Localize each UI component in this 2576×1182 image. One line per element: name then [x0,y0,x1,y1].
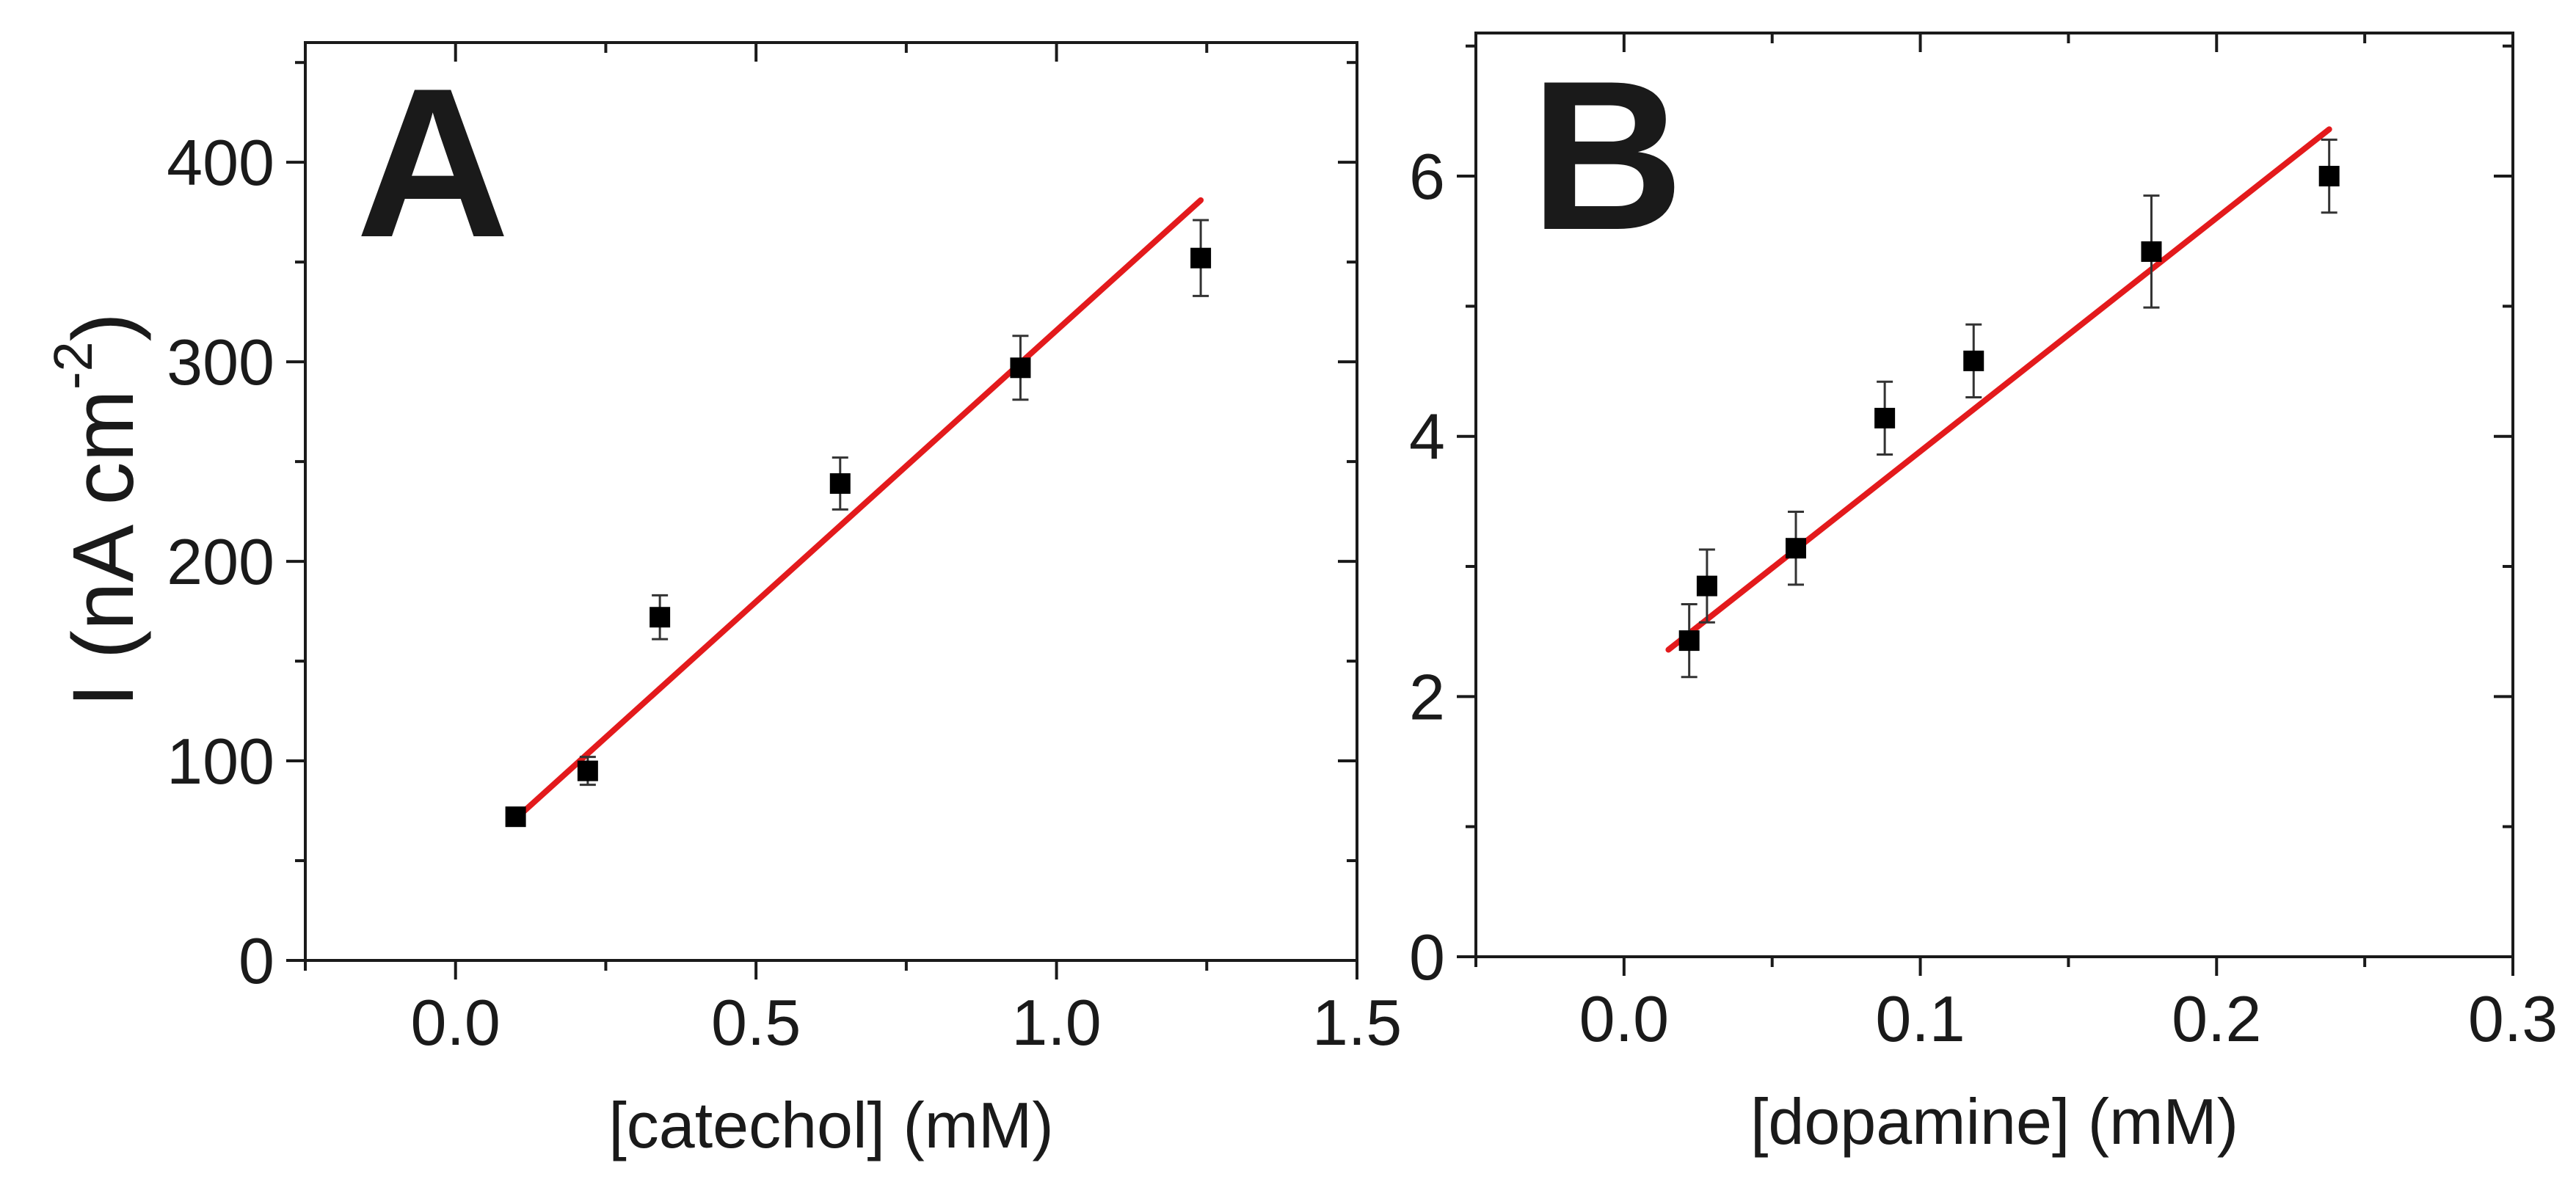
panel-a-fit-line [512,197,1204,822]
panel-a-x-tick-label: 0.5 [711,986,801,1059]
panel-a-data-point [577,760,598,781]
panel-b-data-point [2141,241,2162,262]
panel-a-x-tick-label: 1.0 [1011,986,1101,1059]
ylabel-close: ) [55,313,152,341]
panel-b-xlabel: [dopamine] (mM) [1750,1085,2238,1158]
panel-a-y-tick-label: 100 [167,725,274,798]
panel-b-y-tick-label: 2 [1409,660,1445,733]
panel-a-data-point [650,607,671,628]
panel-a-y-tick-label: 300 [167,326,274,398]
panel-a-x-tick-label: 1.5 [1312,986,1402,1059]
panel-a-data-point [829,473,851,495]
panel-a-data-point [505,806,526,828]
panel-b-x-tick-label: 0.3 [2468,982,2558,1055]
panel-b-fit-line [1665,126,2332,653]
panel-b-data-point [1874,407,1896,428]
panel-b-x-tick-label: 0.1 [1875,982,1965,1055]
panel-b: 0.0 0.1 0.2 0.3 0 2 4 6 [dopamine] (mM) B [1409,32,2558,1158]
panel-b-label: B [1530,37,1684,274]
panel-b-data-point [1696,575,1717,597]
panel-a-xlabel: [catechol] (mM) [608,1089,1053,1161]
panel-a-label: A [356,44,509,282]
panel-b-frame [1474,32,2514,958]
panel-b-data-point [1678,630,1700,652]
panel-a-data-point [1010,357,1031,379]
panel-b-y-tick-label: 6 [1409,140,1445,213]
panel-b-x-tick-label: 0.0 [1579,982,1669,1055]
panel-b-y-tick-label: 4 [1409,401,1445,473]
panel-a-y-tick-label: 0 [239,924,274,997]
panel-a: 0.0 0.5 1.0 1.5 0 100 200 300 400 [catechol] (mM)… [167,41,1402,1161]
panel-b-y-tick-label: 0 [1409,921,1445,993]
panel-a-x-tick-label: 0.0 [411,986,501,1059]
panel-a-ylabel: I (nA cm-2) [43,313,153,707]
ylabel-superscript: -2 [43,341,103,390]
ylabel-main: I (nA cm [55,390,152,707]
panel-b-data-point [1963,350,1984,371]
panel-b-x-tick-label: 0.2 [2172,982,2261,1055]
panel-a-data-point [1190,247,1212,269]
panel-b-data-point [1786,538,1807,559]
panel-a-frame [304,41,1358,962]
panel-b-data-point [2318,166,2340,187]
panel-a-y-tick-label: 200 [167,525,274,598]
panel-a-y-tick-label: 400 [167,126,274,199]
